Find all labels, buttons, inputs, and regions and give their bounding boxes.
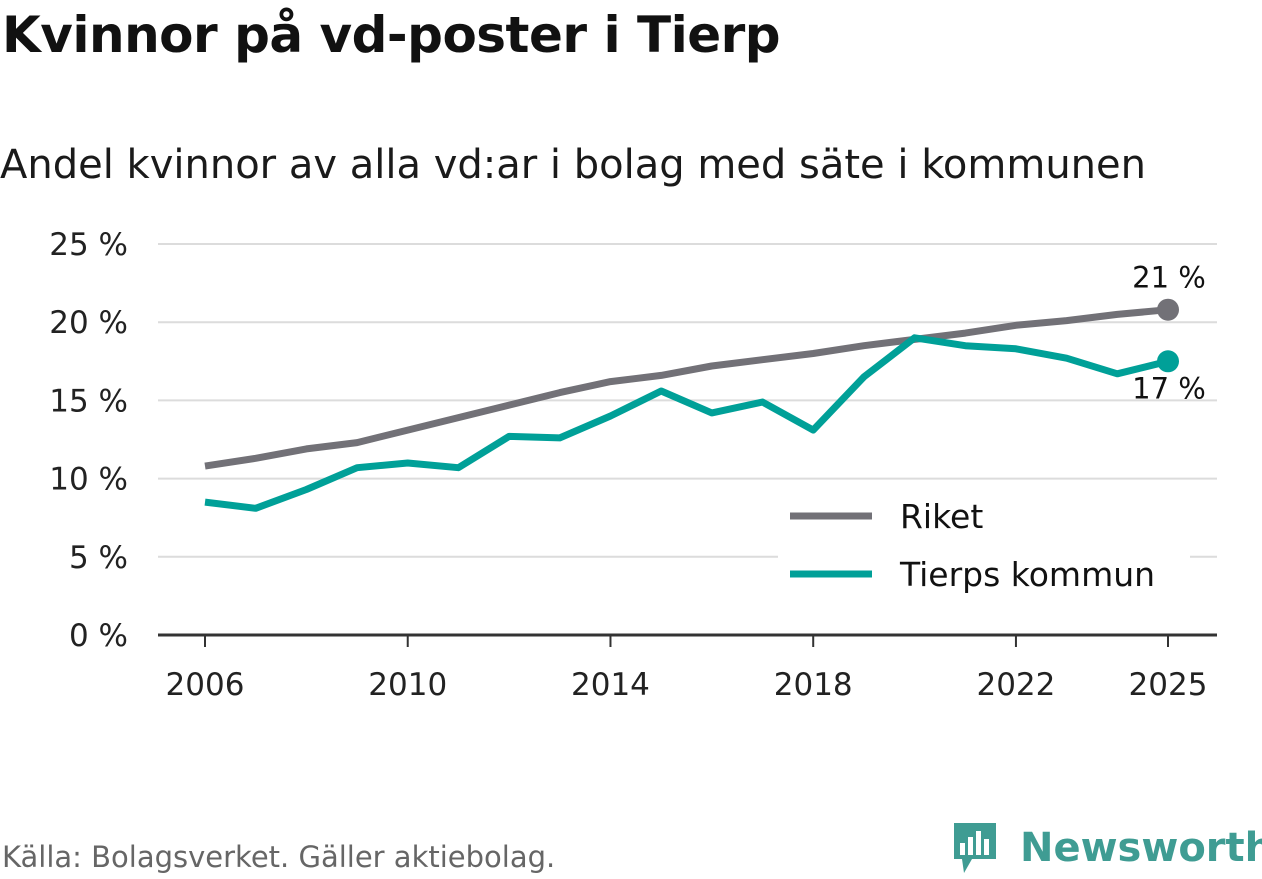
y-tick-label: 20 % — [49, 305, 128, 341]
bar-chart-logo-icon — [954, 823, 996, 873]
y-tick-label: 10 % — [49, 462, 128, 498]
brand-logo[interactable]: Newsworthy — [950, 818, 1262, 878]
x-tick-label: 2010 — [368, 667, 447, 703]
legend-box — [778, 490, 1190, 600]
legend-label-tierp: Tierps kommun — [899, 555, 1155, 594]
end-point-riket — [1157, 298, 1179, 321]
x-tick-label: 2006 — [166, 667, 245, 703]
x-tick-label: 2025 — [1129, 667, 1208, 703]
x-tick-label: 2014 — [571, 667, 650, 703]
source-note: Källa: Bolagsverket. Gäller aktiebolag. — [2, 840, 556, 874]
legend-label-riket: Riket — [900, 497, 983, 536]
end-label-tierp: 17 % — [1132, 371, 1206, 405]
y-tick-label: 25 % — [49, 227, 128, 263]
series-line-tierp — [204, 334, 1169, 512]
brand-name: Newsworthy — [1020, 825, 1262, 871]
y-tick-label: 0 % — [69, 618, 128, 654]
y-tick-label: 15 % — [49, 383, 128, 419]
end-point-tierp — [1157, 350, 1179, 373]
y-tick-label: 5 % — [69, 540, 128, 576]
x-tick-label: 2022 — [976, 667, 1055, 703]
x-tick-label: 2018 — [774, 667, 853, 703]
chart-subtitle: Andel kvinnor av alla vd:ar i bolag med … — [0, 142, 1146, 188]
series-line-riket — [204, 306, 1169, 470]
chart-title: Kvinnor på vd-poster i Tierp — [2, 6, 781, 64]
end-label-riket: 21 % — [1132, 261, 1206, 295]
